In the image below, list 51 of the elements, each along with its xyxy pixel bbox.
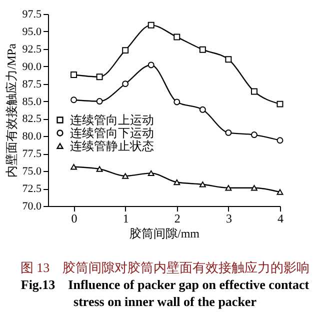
point — [148, 170, 154, 176]
y-tick-label: 70.0 — [22, 200, 42, 212]
x-axis-title: 胶筒间隙/mm — [129, 226, 200, 240]
y-tick-label: 92.5 — [22, 43, 42, 56]
point — [250, 132, 258, 138]
y-tick-label: 90.0 — [22, 60, 42, 73]
y-axis-title: 内壁面有效接触应力/MPa — [4, 42, 18, 178]
x-tick-label: 2 — [174, 212, 180, 226]
point — [225, 184, 232, 191]
point — [250, 184, 258, 191]
point — [225, 129, 232, 136]
caption: Fig.13 Influence of packer gap on effective contact stress on inner wall of the packer — [20, 276, 310, 310]
point — [122, 80, 129, 88]
point — [122, 173, 129, 179]
x-tick-label: 1 — [122, 212, 129, 226]
y-tick-label: 95.0 — [22, 26, 42, 38]
point — [199, 46, 206, 53]
point — [199, 181, 206, 188]
point — [96, 98, 103, 105]
point — [96, 74, 103, 80]
y-tick-label: 97.5 — [22, 8, 42, 20]
y-tick-label: 80.0 — [22, 130, 42, 143]
legend-label: 连续管向上运动 — [70, 113, 154, 127]
legend-label: 连续管静止状态 — [70, 139, 154, 153]
point — [250, 88, 258, 95]
point — [122, 47, 129, 54]
point — [199, 106, 206, 113]
y-tick-label: 75.0 — [22, 166, 42, 178]
point — [174, 34, 180, 40]
point — [70, 72, 78, 78]
point — [70, 164, 78, 170]
point — [148, 62, 154, 68]
point — [174, 179, 180, 186]
point — [174, 98, 180, 106]
point — [148, 22, 154, 28]
point — [276, 100, 284, 108]
x-tick-label: 4 — [278, 212, 284, 226]
point — [276, 189, 284, 195]
x-tick-label: 3 — [226, 212, 232, 226]
y-tick-label: 82.5 — [22, 113, 42, 126]
y-tick-label: 85.0 — [22, 96, 42, 108]
x-tick-label: 0 — [71, 212, 78, 226]
y-tick-label: 87.5 — [22, 78, 42, 90]
point — [276, 137, 284, 144]
caption: 图 13 胶筒间隙对胶筒内壁面有效接触应力的影响 — [19, 259, 311, 276]
point — [225, 56, 232, 63]
y-tick-label: 77.5 — [22, 148, 42, 160]
y-tick-label: 72.5 — [22, 183, 42, 196]
point — [96, 166, 103, 172]
point — [70, 96, 78, 104]
legend-label: 连续管向下运动 — [70, 126, 154, 140]
